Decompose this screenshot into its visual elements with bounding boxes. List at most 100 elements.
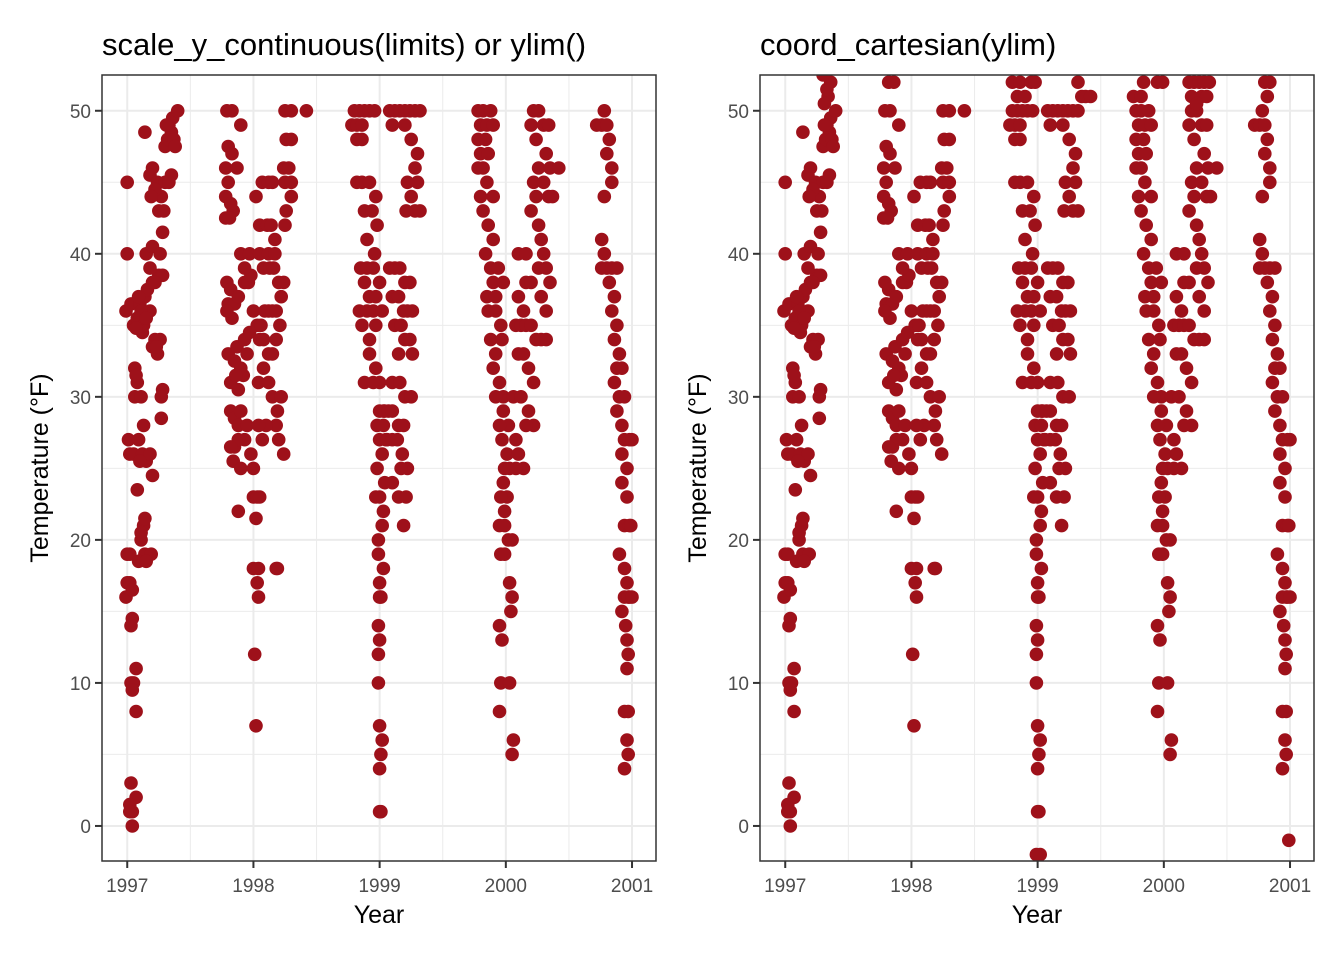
y-axis-title-right: Temperature (°F) (684, 373, 712, 562)
data-point (1149, 261, 1164, 275)
data-point (168, 139, 182, 154)
data-point (1029, 618, 1044, 633)
data-point (366, 261, 381, 275)
data-point (481, 146, 496, 161)
data-point (1049, 289, 1064, 304)
data-point (123, 804, 137, 819)
data-point (1146, 304, 1161, 318)
data-point (1255, 189, 1270, 204)
data-point (1182, 118, 1196, 132)
y-tick-label: 50 (70, 102, 91, 123)
data-point (932, 289, 946, 304)
data-point (120, 247, 134, 261)
data-point (486, 118, 501, 132)
data-point (1056, 118, 1070, 132)
data-point (1197, 261, 1211, 275)
data-point (783, 819, 798, 833)
data-point (251, 561, 266, 576)
data-point (1177, 418, 1191, 433)
data-point (617, 761, 632, 776)
data-point (1150, 704, 1165, 719)
data-point (1020, 347, 1035, 361)
data-point (529, 189, 543, 204)
data-point (492, 618, 507, 633)
data-point (625, 432, 639, 447)
data-point (1144, 361, 1158, 376)
data-point (276, 447, 291, 461)
data-point (796, 125, 810, 139)
data-point (813, 225, 828, 240)
data-point (362, 347, 377, 361)
x-tick-label: 1998 (890, 876, 932, 897)
data-point (602, 132, 617, 147)
x-axis-title-right: Year (1012, 901, 1063, 929)
data-point (495, 332, 509, 347)
data-point (274, 390, 289, 404)
data-point (942, 132, 957, 147)
data-point (399, 490, 413, 504)
data-point (794, 418, 809, 433)
data-point (222, 211, 237, 225)
data-point (905, 647, 920, 662)
data-point (1202, 75, 1217, 89)
data-point (492, 704, 507, 719)
data-point (121, 432, 136, 447)
data-point (270, 404, 285, 418)
data-point (1029, 647, 1044, 662)
data-point (1150, 618, 1165, 633)
data-point (254, 318, 268, 333)
data-point (932, 390, 946, 404)
data-point (261, 375, 276, 390)
data-point (497, 547, 512, 561)
data-point (1027, 318, 1041, 333)
data-point (1027, 490, 1041, 504)
data-point (797, 554, 811, 569)
data-point (928, 404, 943, 418)
x-tick-label: 2000 (1143, 876, 1185, 897)
data-point (620, 490, 634, 504)
data-point (1273, 475, 1287, 490)
data-point (620, 633, 634, 647)
data-point (1071, 75, 1085, 89)
data-point (788, 483, 803, 497)
data-point (124, 776, 138, 790)
data-point (273, 318, 287, 333)
data-point (120, 175, 134, 190)
data-point (1013, 75, 1027, 89)
data-point (486, 275, 501, 290)
data-point (134, 390, 148, 404)
data-point (1268, 261, 1282, 275)
data-point (476, 204, 490, 218)
data-point (1134, 204, 1148, 218)
data-point (369, 318, 383, 333)
data-point (605, 304, 619, 318)
y-tick-label: 20 (728, 531, 749, 552)
data-point (284, 132, 299, 147)
data-point (1203, 189, 1218, 204)
data-point (516, 347, 531, 361)
data-point (895, 261, 910, 275)
y-tick-label: 40 (70, 245, 91, 266)
data-point (481, 218, 496, 232)
data-point (1275, 761, 1290, 776)
data-point (1154, 475, 1169, 490)
data-point (605, 175, 619, 190)
data-point (1024, 261, 1039, 275)
data-point (927, 418, 941, 433)
data-point (403, 275, 417, 290)
data-point (1063, 304, 1078, 318)
data-point (1189, 161, 1204, 175)
data-point (488, 390, 503, 404)
data-point (365, 204, 379, 218)
data-point (1131, 189, 1146, 204)
data-point (394, 461, 408, 476)
data-point (620, 733, 634, 747)
data-point (1276, 618, 1291, 633)
data-point (1154, 275, 1169, 290)
data-point (1028, 218, 1042, 232)
data-point (1034, 504, 1049, 519)
data-point (1273, 418, 1287, 433)
data-point (1155, 75, 1170, 89)
data-point (1043, 118, 1058, 132)
data-point (1199, 89, 1214, 104)
